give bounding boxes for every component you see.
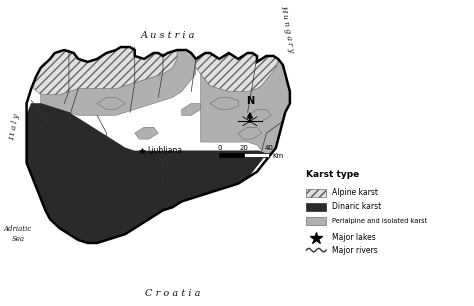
Polygon shape	[27, 47, 290, 243]
Text: Perialpine and isolated karst: Perialpine and isolated karst	[332, 218, 427, 224]
Polygon shape	[135, 127, 158, 139]
Text: A u s t r i a: A u s t r i a	[140, 31, 195, 40]
Bar	[306, 217, 326, 225]
Polygon shape	[182, 103, 201, 115]
Bar	[219, 153, 244, 157]
Polygon shape	[196, 53, 278, 91]
Polygon shape	[201, 59, 290, 160]
Bar	[301, 175, 464, 285]
Text: Ljubljana: Ljubljana	[147, 147, 182, 155]
Text: Adriatic
Sea: Adriatic Sea	[4, 226, 32, 243]
Text: Dinaric karst: Dinaric karst	[332, 202, 381, 211]
Text: 0: 0	[217, 145, 222, 151]
Polygon shape	[34, 47, 177, 95]
Text: Major rivers: Major rivers	[332, 246, 377, 255]
Text: Karst type: Karst type	[306, 170, 360, 179]
Polygon shape	[210, 98, 238, 109]
Text: H u n g a r y: H u n g a r y	[280, 5, 296, 54]
Text: C r o a t i a: C r o a t i a	[145, 289, 200, 298]
Polygon shape	[238, 127, 262, 139]
Polygon shape	[173, 151, 262, 207]
Polygon shape	[41, 50, 196, 115]
Text: Km: Km	[273, 153, 284, 159]
Text: 20: 20	[240, 145, 248, 151]
Bar	[244, 153, 269, 157]
Bar	[306, 203, 326, 211]
Text: Major lakes: Major lakes	[332, 233, 375, 242]
Text: N: N	[246, 96, 254, 106]
Text: 40: 40	[264, 145, 273, 151]
Polygon shape	[247, 109, 271, 121]
Text: I t a l y: I t a l y	[9, 113, 21, 141]
Polygon shape	[97, 98, 125, 109]
Bar	[306, 189, 326, 197]
Polygon shape	[27, 103, 266, 243]
Text: Alpine karst: Alpine karst	[332, 188, 378, 197]
